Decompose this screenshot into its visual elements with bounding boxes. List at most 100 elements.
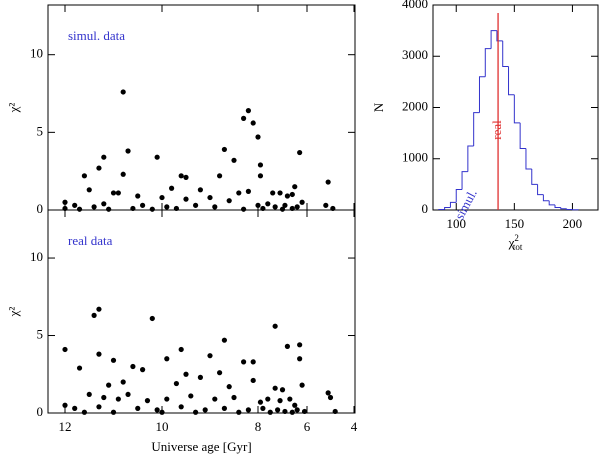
- data-point: [226, 198, 232, 204]
- histogram-step: [537, 184, 544, 196]
- data-point: [267, 409, 273, 415]
- data-point: [144, 398, 151, 404]
- data-point: [241, 206, 247, 212]
- data-point: [325, 390, 331, 396]
- data-point: [197, 187, 203, 193]
- data-point: [197, 374, 203, 380]
- y-tick-label: 2000: [402, 98, 428, 113]
- reference-label: real: [489, 120, 504, 140]
- annotation: real data: [68, 233, 113, 248]
- data-point: [96, 351, 102, 357]
- histogram-step: [566, 208, 573, 210]
- histogram-step: [490, 30, 497, 49]
- y-tick-label: 5: [37, 327, 44, 342]
- y-tick-label: 3000: [402, 47, 428, 62]
- data-point: [76, 365, 83, 371]
- data-point: [140, 202, 146, 208]
- data-point: [188, 393, 194, 399]
- histogram-step: [449, 201, 457, 208]
- annotation: simul. data: [68, 28, 125, 43]
- data-point: [325, 179, 331, 185]
- data-point: [289, 409, 295, 415]
- data-point: [81, 409, 87, 415]
- data-point: [140, 367, 146, 373]
- data-point: [221, 337, 227, 343]
- data-point: [265, 201, 271, 207]
- data-point: [135, 193, 141, 199]
- histogram-step: [473, 112, 480, 146]
- data-point: [292, 402, 298, 408]
- histogram-step: [571, 209, 579, 211]
- data-point: [282, 408, 288, 415]
- x-tick-label: 4: [351, 419, 358, 434]
- data-point: [297, 356, 303, 362]
- data-point: [81, 173, 87, 179]
- histogram-step: [438, 208, 445, 210]
- histogram-step: [496, 30, 503, 42]
- data-point: [106, 206, 112, 212]
- data-point: [178, 346, 184, 353]
- x-tick-label: 100: [446, 216, 466, 231]
- y-tick-label: 4000: [402, 0, 428, 11]
- data-point: [96, 306, 102, 312]
- data-point: [115, 190, 121, 196]
- histogram-step: [508, 66, 515, 96]
- data-point: [154, 154, 160, 160]
- data-point: [250, 120, 256, 126]
- data-point: [241, 359, 247, 365]
- data-point: [299, 199, 305, 205]
- data-point: [272, 385, 278, 391]
- data-point: [217, 173, 223, 179]
- data-point: [217, 370, 223, 376]
- data-point: [120, 379, 126, 385]
- data-point: [292, 184, 298, 190]
- data-point: [323, 202, 329, 208]
- data-point: [178, 173, 184, 179]
- data-point: [301, 408, 308, 415]
- data-point: [221, 405, 227, 411]
- y-axis-label: χ²: [6, 103, 21, 114]
- histogram-step: [513, 94, 521, 124]
- x-axis-label: Universe age [Gyr]: [151, 439, 251, 454]
- data-point: [101, 154, 107, 160]
- data-point: [231, 394, 237, 401]
- data-point: [183, 371, 189, 377]
- x-tick-label: 8: [255, 419, 262, 434]
- data-point: [294, 204, 300, 210]
- data-point: [284, 343, 290, 349]
- data-point: [260, 405, 266, 411]
- data-point: [265, 396, 271, 402]
- histogram-step: [455, 189, 463, 203]
- data-point: [76, 206, 83, 212]
- data-point: [164, 204, 170, 210]
- data-point: [212, 396, 218, 402]
- data-point: [149, 315, 155, 322]
- x-tick-label: 200: [563, 216, 583, 231]
- data-point: [279, 387, 286, 393]
- data-point: [282, 202, 288, 208]
- data-point: [72, 405, 78, 411]
- data-point: [289, 191, 295, 198]
- x-tick-label: 150: [505, 216, 525, 231]
- data-point: [96, 165, 102, 171]
- histogram-step: [554, 204, 561, 208]
- data-point: [149, 206, 155, 212]
- histogram-step: [560, 207, 567, 210]
- data-point: [86, 187, 92, 193]
- data-point: [120, 89, 126, 95]
- data-point: [115, 396, 121, 402]
- data-point: [130, 363, 136, 370]
- data-point: [86, 391, 92, 398]
- data-point: [332, 408, 338, 415]
- histogram-step: [478, 76, 486, 113]
- data-point: [178, 404, 184, 410]
- data-point: [257, 162, 264, 168]
- data-point: [212, 204, 218, 210]
- data-point: [272, 204, 278, 210]
- data-point: [154, 407, 160, 413]
- data-point: [159, 194, 165, 201]
- histogram-step: [461, 171, 468, 190]
- histogram-step: [542, 194, 550, 202]
- y-tick-label: 5: [37, 123, 44, 138]
- data-point: [255, 134, 261, 140]
